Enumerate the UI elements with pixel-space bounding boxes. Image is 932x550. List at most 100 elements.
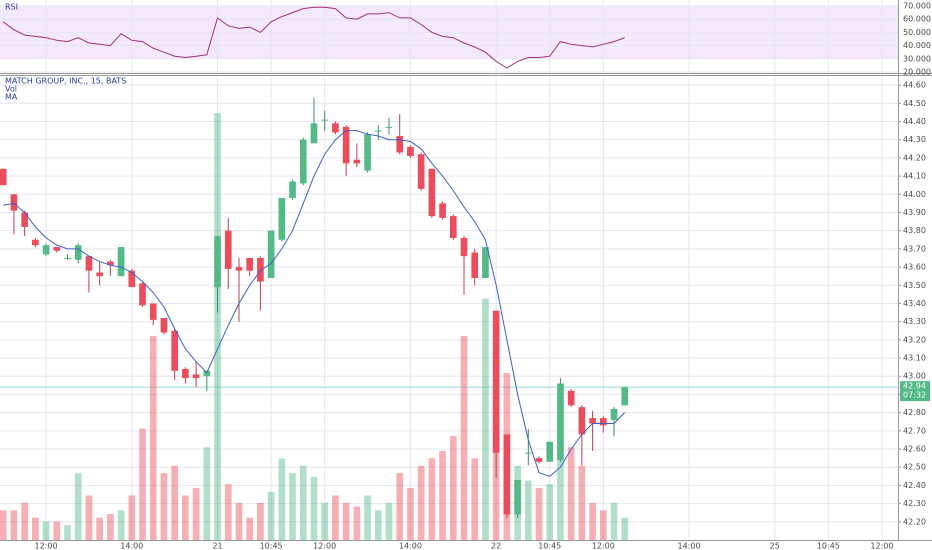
candle-body — [417, 154, 425, 189]
volume-bar — [439, 450, 446, 540]
candle-body — [471, 252, 479, 278]
candle-body — [546, 441, 554, 462]
candle-body — [278, 197, 286, 240]
candle-body — [289, 181, 296, 198]
candle-body — [32, 239, 39, 246]
x-tick-label: 25 — [770, 542, 780, 550]
candle-body — [149, 303, 157, 320]
candle-body — [42, 245, 50, 255]
rsi-tick-label: 50.000 — [903, 28, 931, 37]
legend-label: RSI — [5, 3, 18, 12]
volume-bar — [621, 517, 629, 540]
volume-bar — [107, 514, 114, 540]
candle-body — [160, 318, 168, 333]
volume-bar — [160, 473, 168, 540]
candle-body — [128, 270, 136, 288]
volume-bar — [278, 458, 286, 540]
legend-label: Vol — [5, 85, 17, 94]
y-tick-label: 43.00 — [903, 372, 926, 381]
candle-body — [107, 261, 114, 266]
candle-body — [407, 146, 414, 157]
volume-bar — [589, 502, 596, 540]
volume-bar — [96, 517, 103, 540]
volume-bar — [417, 465, 425, 540]
volume-bar — [578, 465, 586, 540]
candle-body — [74, 245, 82, 260]
volume-bar — [428, 458, 436, 540]
candle-body — [578, 407, 586, 435]
volume-bar — [171, 465, 178, 540]
volume-bar — [192, 488, 200, 540]
volume-bar — [267, 491, 275, 540]
y-tick-label: 42.80 — [903, 408, 926, 417]
volume-bar — [567, 447, 575, 540]
volume-bar — [257, 502, 264, 540]
y-tick-label: 42.20 — [903, 517, 926, 526]
candle-body — [599, 418, 607, 426]
candle-body — [64, 257, 71, 259]
candle-body — [621, 387, 629, 406]
volume-bar — [471, 458, 479, 540]
volume-bar — [449, 436, 457, 540]
volume-bar — [32, 517, 39, 540]
x-tick-label: 14:00 — [120, 542, 143, 550]
y-tick-label: 44.50 — [903, 99, 926, 108]
y-tick-label: 44.40 — [903, 117, 926, 126]
legend-label: MA — [5, 93, 18, 102]
candle-body — [535, 458, 543, 462]
candle-body — [364, 134, 371, 171]
candle-body — [460, 237, 468, 257]
volume-bar — [21, 502, 28, 540]
candle-body — [235, 267, 243, 271]
candle-body — [321, 119, 329, 121]
candle-body — [310, 123, 318, 144]
x-tick-label: 14:00 — [399, 542, 422, 550]
last-price-label: 42.94 — [903, 382, 926, 391]
x-tick-label: 14:00 — [678, 542, 701, 550]
rsi-tick-label: 40.000 — [903, 41, 931, 50]
volume-bar — [332, 495, 339, 540]
volume-bar — [0, 510, 7, 540]
volume-bar — [557, 458, 564, 540]
candle-body — [299, 139, 307, 184]
x-tick-label: 10:45 — [260, 542, 283, 550]
volume-bar — [117, 510, 125, 540]
volume-bar — [321, 502, 329, 540]
candle-body — [439, 203, 446, 218]
candle-body — [589, 418, 596, 424]
candle-body — [96, 272, 103, 277]
candle-body — [117, 247, 125, 277]
candle-body — [192, 374, 200, 379]
candle-body — [396, 136, 404, 153]
last-price-badge — [900, 381, 930, 402]
volume-bar — [139, 428, 146, 540]
y-tick-label: 44.20 — [903, 153, 926, 162]
y-tick-label: 43.50 — [903, 281, 926, 290]
volume-bar — [203, 447, 211, 540]
volume-bar — [64, 525, 71, 540]
y-tick-label: 44.10 — [903, 172, 926, 181]
candle-body — [139, 283, 146, 306]
candle-body — [557, 383, 564, 460]
candle-body — [567, 390, 575, 406]
rsi-tick-label: 60.000 — [903, 15, 931, 24]
candle-body — [267, 230, 275, 278]
y-tick-label: 42.50 — [903, 463, 926, 472]
candle-body — [85, 256, 93, 271]
candle-body — [610, 408, 618, 420]
candle-body — [10, 194, 18, 211]
volume-bar — [214, 113, 221, 541]
volume-bar — [482, 298, 489, 540]
volume-bar — [342, 502, 350, 540]
candle-body — [482, 247, 489, 278]
volume-bar — [53, 521, 61, 540]
volume-bar — [407, 488, 414, 540]
y-tick-label: 43.40 — [903, 299, 926, 308]
volume-bar — [74, 473, 82, 540]
rsi-tick-label: 20.000 — [903, 68, 931, 77]
y-tick-label: 44.00 — [903, 190, 926, 199]
candle-body — [0, 168, 7, 186]
candle-body — [21, 212, 28, 228]
candle-body — [374, 130, 382, 132]
volume-bar — [524, 480, 532, 540]
